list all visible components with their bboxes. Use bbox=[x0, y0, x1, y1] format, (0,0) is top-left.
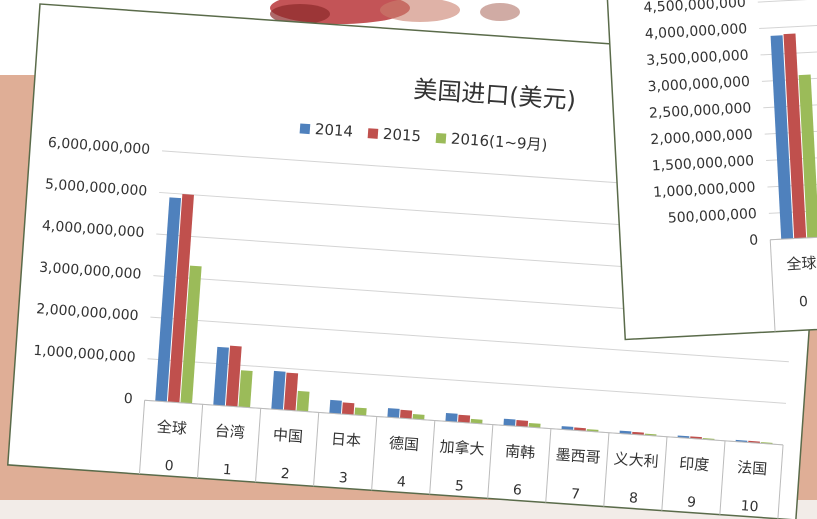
bar bbox=[297, 391, 310, 412]
x-tick-label: 法国 bbox=[737, 458, 768, 478]
bar bbox=[458, 415, 470, 423]
legend-swatch bbox=[368, 128, 379, 139]
x-index-label: 4 bbox=[396, 474, 406, 491]
x-index-label: 1 bbox=[222, 462, 232, 479]
x-index-label: 2 bbox=[280, 466, 290, 483]
y-tick-label: 0 bbox=[123, 391, 133, 408]
bar bbox=[387, 408, 399, 418]
x-index-label: 3 bbox=[338, 470, 348, 487]
bar bbox=[342, 402, 354, 414]
x-tick-label: 日本 bbox=[330, 430, 361, 450]
bar bbox=[355, 407, 367, 415]
x-index-label: 10 bbox=[740, 498, 759, 515]
screenshot: 美国进口(美元) 01,000,000,0002,000,000,0003,00… bbox=[0, 0, 817, 519]
legend-swatch bbox=[300, 123, 311, 134]
legend-swatch bbox=[436, 133, 447, 144]
x-tick-label: 墨西哥 bbox=[555, 446, 601, 467]
x-index-label: 0 bbox=[799, 294, 809, 310]
x-tick-label: 加拿大 bbox=[439, 437, 485, 458]
legend-label: 2015 bbox=[382, 125, 421, 146]
x-tick-label: 中国 bbox=[272, 426, 303, 446]
x-index-label: 8 bbox=[628, 490, 638, 507]
y-tick-label: 0 bbox=[749, 232, 759, 248]
legend-label: 2014 bbox=[314, 120, 353, 141]
bar bbox=[400, 410, 412, 419]
x-tick-label: 义大利 bbox=[613, 450, 659, 471]
second-chart: 0500,000,0001,000,000,0001,500,000,0002,… bbox=[606, 0, 817, 339]
bar bbox=[445, 413, 457, 422]
x-index-label: 7 bbox=[570, 486, 580, 503]
x-tick-label: 德国 bbox=[388, 434, 419, 454]
x-tick-label: 印度 bbox=[679, 454, 710, 474]
x-tick-label: 全球 bbox=[156, 418, 187, 438]
bar bbox=[329, 400, 342, 414]
x-tick-label: 南韩 bbox=[504, 442, 535, 462]
x-index-label: 6 bbox=[512, 482, 522, 499]
x-tick-label: 台湾 bbox=[214, 422, 245, 442]
x-index-label: 0 bbox=[164, 458, 174, 475]
x-index-label: 9 bbox=[687, 494, 697, 511]
x-index-label: 5 bbox=[454, 478, 464, 495]
x-tick-label: 全球 bbox=[786, 254, 817, 274]
